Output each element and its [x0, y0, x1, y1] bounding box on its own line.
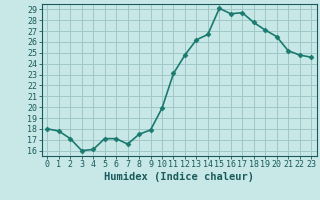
- X-axis label: Humidex (Indice chaleur): Humidex (Indice chaleur): [104, 172, 254, 182]
